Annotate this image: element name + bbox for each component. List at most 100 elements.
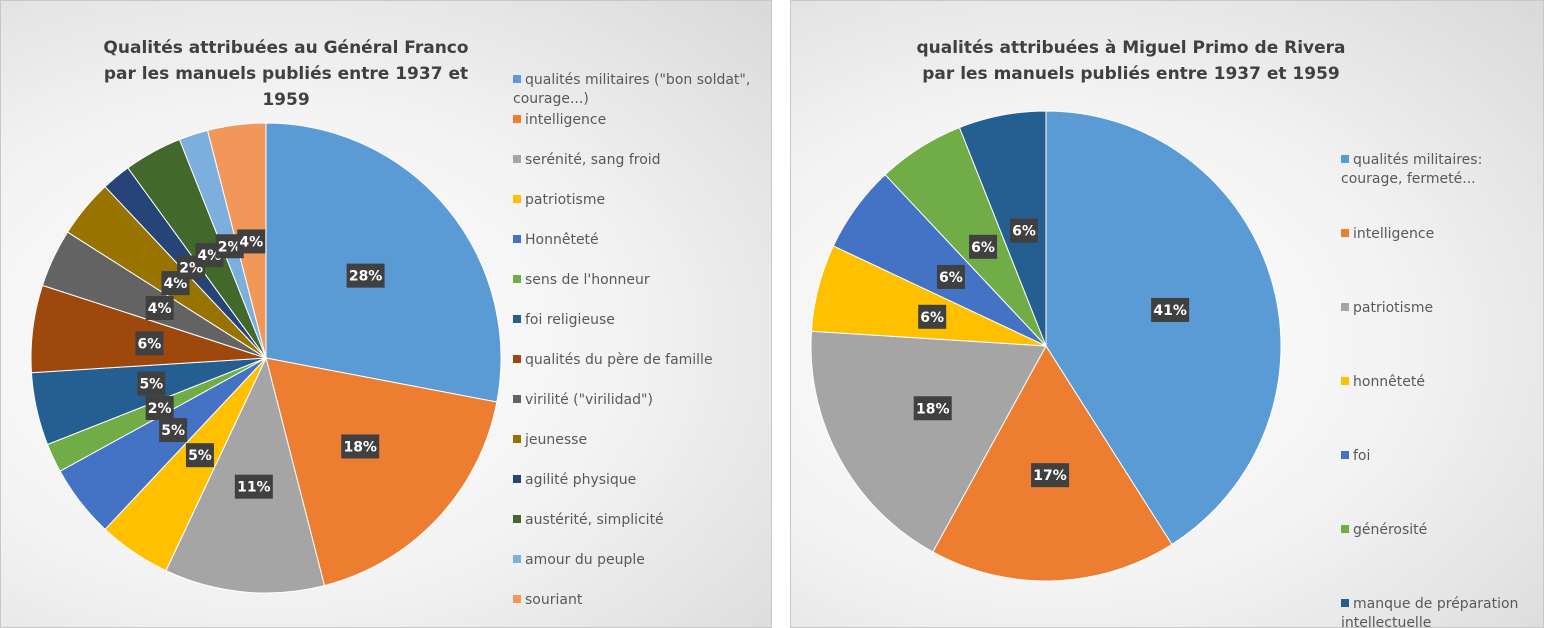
pie-slice — [810, 330, 1047, 553]
legend-swatch — [513, 475, 521, 483]
data-label: 17% — [1033, 468, 1067, 484]
legend-item: foi religieuse — [513, 311, 753, 330]
data-label: 4% — [239, 234, 263, 250]
data-label: 18% — [343, 439, 377, 455]
data-label-box — [145, 295, 174, 320]
data-label: 6% — [971, 240, 995, 256]
data-label-box — [1151, 297, 1190, 322]
legend-swatch — [513, 235, 521, 243]
data-label: 28% — [349, 269, 383, 285]
legend-swatch — [513, 195, 521, 203]
legend-swatch — [513, 275, 521, 283]
legend-label: générosité — [1353, 522, 1428, 538]
legend-swatch — [513, 435, 521, 443]
legend-item: foi — [1341, 447, 1531, 466]
legend-item: intelligence — [1341, 225, 1531, 244]
legend-item: agilité physique — [513, 471, 753, 490]
legend-item: générosité — [1341, 521, 1531, 540]
legend-item: souriant — [513, 591, 753, 610]
data-label: 6% — [1012, 224, 1036, 240]
data-label-box — [234, 474, 273, 499]
data-label-box — [137, 371, 166, 396]
legend-item: qualités militaires: courage, fermeté... — [1341, 151, 1531, 189]
legend-label: honnêteté — [1353, 374, 1426, 390]
legend-label: qualités militaires: courage, fermeté... — [1341, 152, 1483, 187]
data-label-box — [1031, 463, 1070, 488]
legend-item: patriotisme — [513, 191, 753, 210]
data-label-box — [135, 331, 164, 356]
data-label-box — [185, 443, 214, 468]
legend-label: intelligence — [525, 112, 607, 128]
legend-swatch — [513, 75, 521, 83]
legend-swatch — [1341, 599, 1349, 607]
legend-label: foi religieuse — [525, 312, 615, 328]
legend-swatch — [1341, 451, 1349, 459]
data-label-box — [913, 396, 952, 421]
legend-item: virilité ("virilidad") — [513, 391, 753, 410]
legend-label: intelligence — [1353, 226, 1435, 242]
pie-slice — [958, 110, 1047, 347]
legend-label: souriant — [525, 592, 583, 608]
legend-item: honnêteté — [1341, 373, 1531, 392]
legend-item: patriotisme — [1341, 299, 1531, 318]
data-label-box — [936, 264, 965, 289]
legend-swatch — [1341, 377, 1349, 385]
legend-label: patriotisme — [1353, 300, 1434, 316]
legend-swatch — [513, 115, 521, 123]
data-label: 2% — [218, 239, 242, 255]
data-label-box — [918, 304, 947, 329]
legend-label: amour du peuple — [525, 552, 645, 568]
legend-item: amour du peuple — [513, 551, 753, 570]
legend-item: qualités militaires ("bon soldat", coura… — [513, 71, 753, 109]
legend-label: virilité ("virilidad") — [525, 392, 653, 408]
pie: 28%18%11%5%5%2%5%6%4%4%2%4%2%4% — [30, 122, 502, 594]
legend-item: manque de préparation intellectuelle — [1341, 595, 1531, 628]
legend-label: qualités du père de famille — [525, 352, 713, 368]
legend-swatch — [513, 155, 521, 163]
pie: 41% 17% 18% 6% 6% 6% 6% — [810, 110, 1282, 582]
legend-swatch — [1341, 155, 1349, 163]
data-label: 4% — [198, 248, 222, 264]
legend-label: austérité, simplicité — [525, 512, 664, 528]
pie-slice — [265, 357, 498, 587]
legend-item: qualités du père de famille — [513, 351, 753, 370]
legend-label: foi — [1353, 448, 1371, 464]
data-label: 4% — [148, 301, 172, 317]
legend-swatch — [1341, 303, 1349, 311]
chart-title: Qualités attribuées au Général Franco pa… — [103, 38, 469, 110]
data-label-box — [145, 396, 174, 421]
data-label: 6% — [920, 310, 944, 326]
chart-panel: qualités attribuées à Miguel Primo de Ri… — [790, 0, 1544, 628]
data-label: 5% — [139, 377, 163, 393]
data-label: 2% — [148, 401, 172, 417]
pie-slice — [265, 122, 502, 403]
legend-swatch — [513, 595, 521, 603]
legend-swatch — [513, 315, 521, 323]
pie-slice — [1045, 110, 1282, 546]
legend-swatch — [1341, 525, 1349, 533]
legend-item: jeunesse — [513, 431, 753, 450]
legend-item: austérité, simplicité — [513, 511, 753, 530]
legend-swatch — [513, 515, 521, 523]
legend-label: serénité, sang froid — [525, 152, 661, 168]
data-label: 5% — [161, 423, 185, 439]
data-label-box — [237, 229, 266, 254]
legend-swatch — [513, 395, 521, 403]
data-label: 11% — [237, 480, 271, 496]
data-label: 6% — [138, 336, 162, 352]
data-label-box — [1009, 218, 1038, 243]
data-label-box — [969, 234, 998, 259]
legend-swatch — [513, 555, 521, 563]
legend-label: manque de préparation intellectuelle — [1341, 596, 1519, 628]
chart-title: qualités attribuées à Miguel Primo de Ri… — [916, 38, 1346, 84]
legend-item: intelligence — [513, 111, 753, 130]
legend-swatch — [513, 355, 521, 363]
legend-item: sens de l'honneur — [513, 271, 753, 290]
legend-swatch — [1341, 229, 1349, 237]
data-label: 4% — [164, 276, 188, 292]
data-label: 41% — [1153, 303, 1187, 319]
data-label: 6% — [939, 270, 963, 286]
legend-label: agilité physique — [525, 472, 637, 488]
legend-item: serénité, sang froid — [513, 151, 753, 170]
legend-label: jeunesse — [525, 432, 588, 448]
